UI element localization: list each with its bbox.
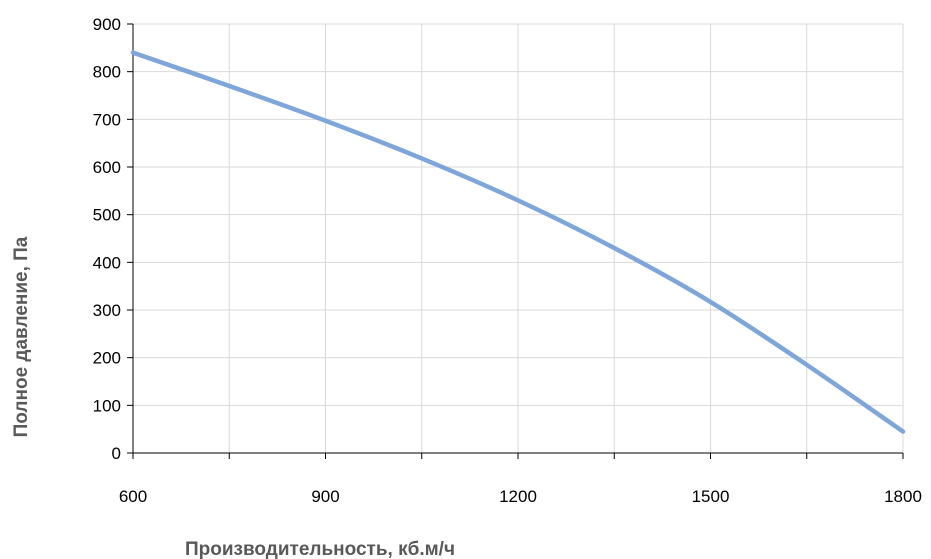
y-tick-label: 100 [93, 396, 121, 415]
y-tick-label: 500 [93, 206, 121, 225]
y-tick-label: 900 [93, 15, 121, 34]
x-tick-label: 600 [119, 487, 147, 506]
y-tick-label: 800 [93, 63, 121, 82]
y-tick-label: 400 [93, 253, 121, 272]
y-tick-label: 0 [112, 444, 121, 463]
y-tick-label: 600 [93, 158, 121, 177]
y-tick-label: 200 [93, 349, 121, 368]
x-axis-title: Производительность, кб.м/ч [185, 539, 455, 559]
grid [133, 23, 904, 453]
series-line [130, 50, 906, 434]
y-axis-title: Полное давление, Па [11, 236, 32, 437]
y-tick-labels: 0 100 200 300 400 500 600 700 800 900 [93, 15, 121, 463]
x-tick-label: 1500 [692, 487, 730, 506]
y-tick-label: 300 [93, 301, 121, 320]
axes [127, 23, 904, 459]
x-tick-label: 1200 [499, 487, 537, 506]
x-tick-labels: 600 900 1200 1500 1800 [119, 487, 922, 506]
y-tick-label: 700 [93, 110, 121, 129]
series-layer [130, 50, 906, 434]
x-tick-label: 900 [311, 487, 339, 506]
x-tick-label: 1800 [884, 487, 922, 506]
